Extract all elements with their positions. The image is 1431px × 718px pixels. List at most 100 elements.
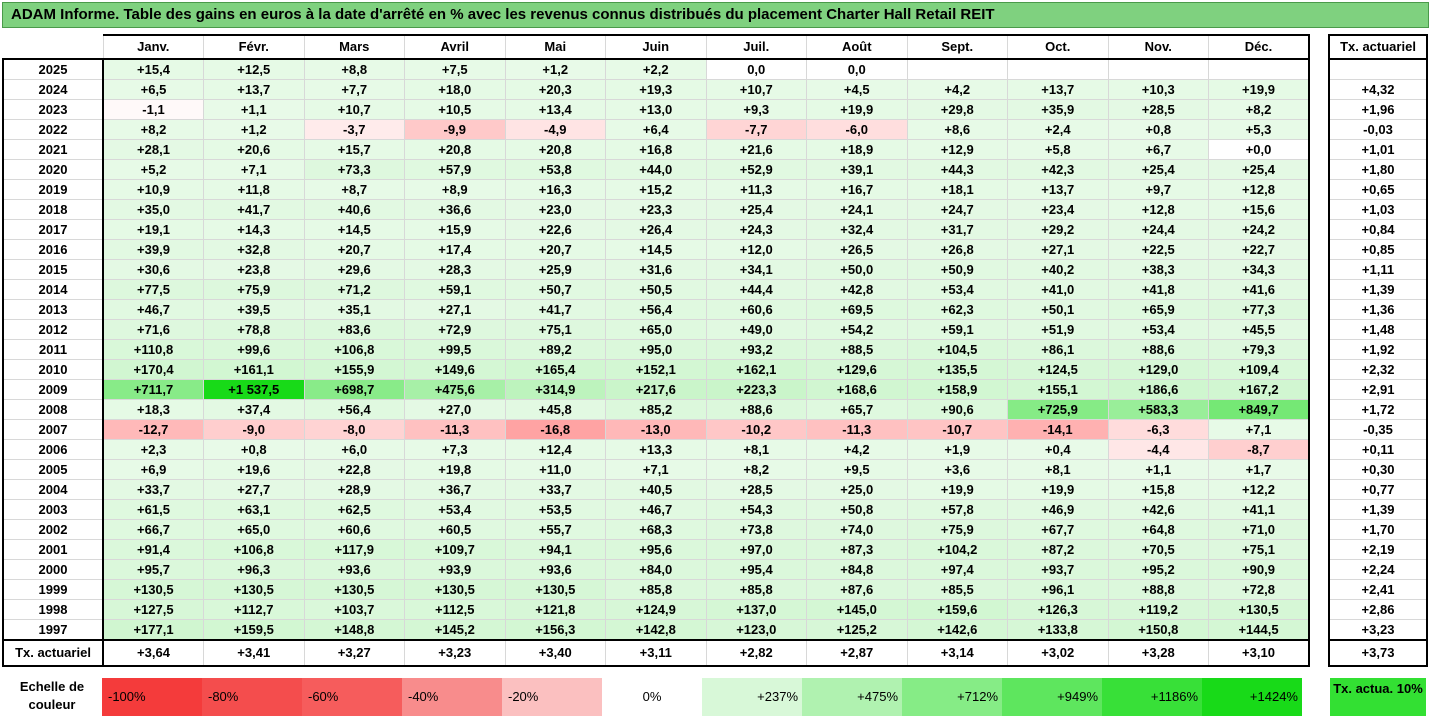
table-row: 2014 +77,5 +75,9 +71,2 +59,1 +50,7 +50,5 +44,4 +… (2, 279, 1310, 300)
gain-cell: +13,4 (504, 99, 606, 120)
gain-cell: -8,0 (303, 419, 405, 440)
year-label: 2025 (2, 58, 104, 80)
footer-row: Tx. actuariel +3,64 +3,41 +3,27 +3,23 +3,40 +3… (2, 639, 1310, 667)
gain-cell: -10,2 (705, 419, 807, 440)
gain-cell: +106,8 (203, 539, 305, 560)
actuarial-rate-cell: +1,01 (1328, 139, 1428, 160)
gain-cell: +142,8 (605, 619, 707, 641)
gain-cell: +59,1 (906, 319, 1008, 340)
actuarial-rate-cell: +0,77 (1328, 479, 1428, 500)
gain-cell: +88,6 (1107, 339, 1209, 360)
gain-cell: +1,2 (203, 119, 305, 140)
gain-cell: +9,5 (806, 459, 908, 480)
gain-cell: +45,5 (1208, 319, 1310, 340)
gain-cell: +130,5 (102, 579, 204, 600)
gain-cell: +159,6 (906, 599, 1008, 620)
gain-cell: +87,6 (806, 579, 908, 600)
gain-cell: +3,6 (906, 459, 1008, 480)
year-label: 2007 (2, 419, 104, 440)
actuarial-rate-cell: +2,24 (1328, 559, 1428, 580)
gain-cell: +28,1 (102, 139, 204, 160)
gain-cell: -7,7 (705, 119, 807, 140)
gain-cell: -4,4 (1107, 439, 1209, 460)
table-row: 2007 -12,7 -9,0 -8,0 -11,3 -16,8 -13,0 -10,2 -11… (2, 419, 1310, 440)
actuarial-rate-cell: +2,91 (1328, 379, 1428, 400)
gain-cell: +53,4 (404, 499, 506, 520)
gain-cell: +23,0 (504, 199, 606, 220)
gain-cell: +104,5 (906, 339, 1008, 360)
gain-cell: +65,9 (1107, 299, 1209, 320)
gain-cell: +71,0 (1208, 519, 1310, 540)
gain-cell: +217,6 (605, 379, 707, 400)
gain-cell: +15,7 (303, 139, 405, 160)
gain-cell: +475,6 (404, 379, 506, 400)
gain-cell (906, 58, 1008, 80)
gain-cell: +6,5 (102, 79, 204, 100)
gain-cell: +53,8 (504, 159, 606, 180)
gain-cell: +33,7 (102, 479, 204, 500)
table-row: 2019 +10,9 +11,8 +8,7 +8,9 +16,3 +15,2 +11,3 +16… (2, 179, 1310, 200)
year-label: 1999 (2, 579, 104, 600)
gain-cell: +95,4 (705, 559, 807, 580)
gain-cell: +11,8 (203, 179, 305, 200)
gain-cell: +314,9 (504, 379, 606, 400)
gain-cell: +9,7 (1107, 179, 1209, 200)
gain-cell: +104,2 (906, 539, 1008, 560)
gain-cell: +150,8 (1107, 619, 1209, 641)
gain-cell: +72,9 (404, 319, 506, 340)
gain-cell: +15,2 (605, 179, 707, 200)
gain-cell: +89,2 (504, 339, 606, 360)
gain-cell: +145,2 (404, 619, 506, 641)
month-header-1: Janv. (102, 34, 204, 60)
table-row: 2010 +170,4 +161,1 +155,9 +149,6 +165,4 +152,1… (2, 359, 1310, 380)
gain-cell: +4,2 (806, 439, 908, 460)
gain-cell: +10,7 (303, 99, 405, 120)
year-label: 2001 (2, 539, 104, 560)
gain-cell: +28,9 (303, 479, 405, 500)
gain-cell: +44,3 (906, 159, 1008, 180)
gain-cell: +223,3 (705, 379, 807, 400)
legend-swatch: 0% (602, 678, 702, 716)
gain-cell: +19,9 (1208, 79, 1310, 100)
gain-cell: -12,7 (102, 419, 204, 440)
gain-cell: +24,2 (1208, 219, 1310, 240)
gain-cell: +53,4 (906, 279, 1008, 300)
gain-cell: +57,8 (906, 499, 1008, 520)
gain-cell: +26,4 (605, 219, 707, 240)
table-row: 2020 +5,2 +7,1 +73,3 +57,9 +53,8 +44,0 +52,9 +39… (2, 159, 1310, 180)
legend-swatch: -20% (502, 678, 602, 716)
gain-cell: +27,7 (203, 479, 305, 500)
gain-cell: +725,9 (1007, 399, 1109, 420)
footer-rate-cell: +2,82 (705, 639, 807, 667)
table-row: 1998 +127,5 +112,7 +103,7 +112,5 +121,8 +124,9… (2, 599, 1310, 620)
gain-cell: +46,7 (605, 499, 707, 520)
year-label: 2014 (2, 279, 104, 300)
month-header-4: Avril (404, 34, 506, 60)
year-label: 2024 (2, 79, 104, 100)
gain-cell: +41,1 (1208, 499, 1310, 520)
year-label: 2020 (2, 159, 104, 180)
gain-cell: +13,7 (1007, 179, 1109, 200)
gain-cell: +67,7 (1007, 519, 1109, 540)
gain-cell: +14,5 (303, 219, 405, 240)
gain-cell: +15,8 (1107, 479, 1209, 500)
actuarial-rate-cell: +2,41 (1328, 579, 1428, 600)
gain-cell: +13,7 (1007, 79, 1109, 100)
gain-cell: +93,9 (404, 559, 506, 580)
actuarial-rate-cell: +0,11 (1328, 439, 1428, 460)
gain-cell: +15,6 (1208, 199, 1310, 220)
gain-cell: +62,3 (906, 299, 1008, 320)
gain-cell: +103,7 (303, 599, 405, 620)
gain-cell: +28,5 (705, 479, 807, 500)
gain-cell: +44,4 (705, 279, 807, 300)
gain-cell: +106,8 (303, 339, 405, 360)
gain-cell: +0,4 (1007, 439, 1109, 460)
gain-cell: +125,2 (806, 619, 908, 641)
actuarial-rate-cell: -0,35 (1328, 419, 1428, 440)
gain-cell: +11,0 (504, 459, 606, 480)
gain-cell: +68,3 (605, 519, 707, 540)
gain-cell (1208, 58, 1310, 80)
actuarial-rate-cell: +1,11 (1328, 259, 1428, 280)
gain-cell: +27,1 (1007, 239, 1109, 260)
table-row: 2004 +33,7 +27,7 +28,9 +36,7 +33,7 +40,5 +28,5 +… (2, 479, 1310, 500)
